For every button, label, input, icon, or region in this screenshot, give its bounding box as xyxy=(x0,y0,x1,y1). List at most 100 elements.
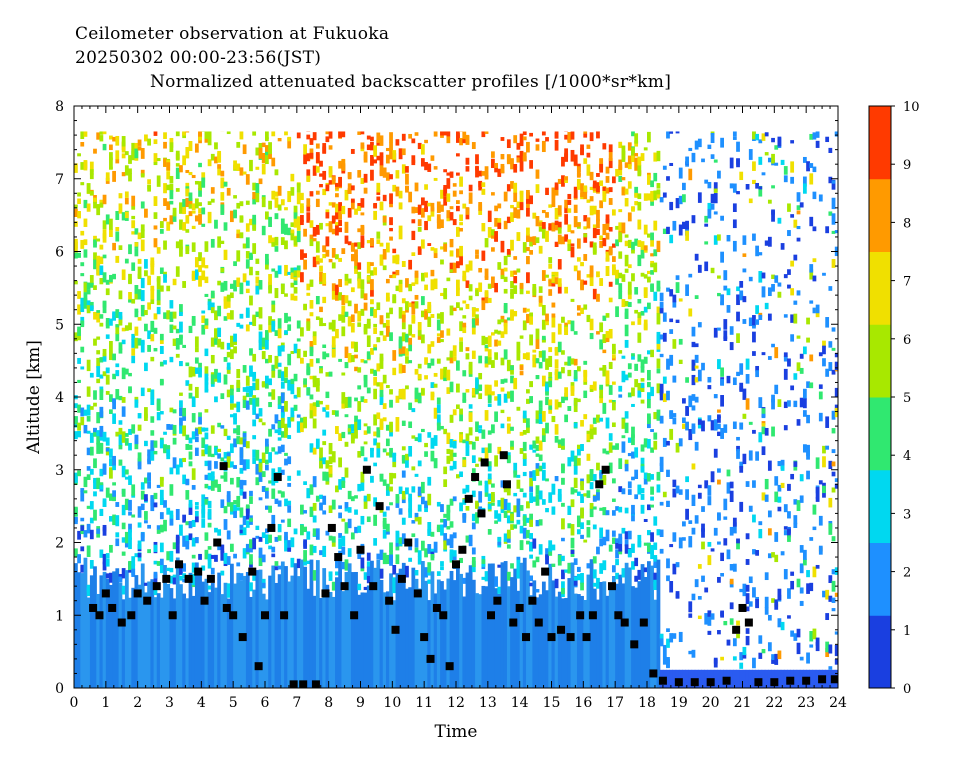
cloud-base-point xyxy=(595,480,604,489)
cloud-base-point xyxy=(582,633,591,642)
y-tick-label: 3 xyxy=(55,463,64,479)
cloud-base-point xyxy=(439,611,448,620)
cloud-base-point xyxy=(200,596,209,605)
cloud-base-point xyxy=(528,596,537,605)
cloud-base-point xyxy=(522,633,531,642)
colorbar-segment xyxy=(869,542,891,616)
y-axis-label: Altitude [km] xyxy=(24,340,44,455)
cloud-base-point xyxy=(289,680,298,688)
cloud-base-point xyxy=(222,603,231,612)
cloud-base-point xyxy=(413,589,422,598)
cloud-base-point xyxy=(534,618,543,627)
cloud-base-point xyxy=(280,611,289,620)
colorbar-tick-label: 5 xyxy=(903,391,911,406)
cloud-base-point xyxy=(706,678,715,687)
cloud-base-point xyxy=(152,582,161,591)
x-tick-label: 12 xyxy=(447,695,465,711)
cloud-base-point xyxy=(397,574,406,583)
x-tick-label: 20 xyxy=(702,695,720,711)
colorbar-segment xyxy=(869,178,891,252)
cloud-base-point xyxy=(499,451,508,460)
colorbar-tick-label: 3 xyxy=(903,507,911,522)
x-tick-label: 19 xyxy=(670,695,688,711)
cloud-base-point xyxy=(502,480,511,489)
cloud-base-point xyxy=(649,669,658,678)
colorbar-tick-label: 0 xyxy=(903,682,911,697)
y-tick-label: 5 xyxy=(55,317,64,333)
cloud-base-point xyxy=(480,458,489,467)
cloud-base-point xyxy=(420,633,429,642)
cloud-base-markers xyxy=(89,451,838,688)
cloud-base-point xyxy=(334,553,343,562)
cloud-base-point xyxy=(143,596,152,605)
x-tick-label: 15 xyxy=(543,695,561,711)
cloud-base-point xyxy=(327,523,336,532)
cloud-base-point xyxy=(299,680,308,688)
cloud-base-point xyxy=(515,603,524,612)
y-tick-label: 4 xyxy=(55,390,64,406)
colorbar-segment xyxy=(869,106,891,180)
cloud-base-point xyxy=(206,574,215,583)
cloud-base-point xyxy=(213,538,222,547)
cloud-base-point xyxy=(452,560,460,569)
cloud-base-point xyxy=(175,560,184,569)
colorbar-tick-label: 6 xyxy=(903,333,911,348)
x-tick-label: 5 xyxy=(229,695,238,711)
cloud-base-point xyxy=(744,618,753,627)
colorbar: 0 1 2 3 4 5 6 7 8 9 10 xyxy=(868,100,920,697)
y-tick-label: 2 xyxy=(55,536,64,552)
cloud-base-point xyxy=(601,465,610,474)
cloud-base-point xyxy=(576,611,585,620)
cloud-base-point xyxy=(162,574,171,583)
x-tick-label: 6 xyxy=(261,695,270,711)
cloud-base-point xyxy=(818,675,827,684)
cloud-base-point xyxy=(614,611,623,620)
cloud-base-point xyxy=(369,582,378,591)
cloud-base-point xyxy=(375,502,384,511)
chart-title: Ceilometer observation at Fukuoka xyxy=(75,24,390,44)
colorbar-tick-label: 4 xyxy=(903,449,911,464)
cloud-base-point xyxy=(95,611,104,620)
cloud-base-point xyxy=(133,589,142,598)
colorbar-tick-label: 9 xyxy=(903,158,911,173)
x-tick-label: 8 xyxy=(324,695,333,711)
cloud-base-point xyxy=(117,618,126,627)
cloud-base-point xyxy=(445,662,454,671)
colorbar-segment xyxy=(869,324,891,398)
x-tick-label: 24 xyxy=(829,695,847,711)
colorbar-tick-label: 7 xyxy=(903,275,911,290)
x-tick-label: 17 xyxy=(606,695,624,711)
cloud-base-point xyxy=(732,625,741,634)
cloud-base-point xyxy=(432,603,441,612)
cloud-base-point xyxy=(229,611,238,620)
x-tick-label: 22 xyxy=(765,695,783,711)
x-tick-label: 3 xyxy=(165,695,174,711)
y-tick-label: 0 xyxy=(55,681,64,697)
colorbar-segment xyxy=(869,251,891,325)
cloud-base-point xyxy=(754,678,763,687)
colorbar-segment xyxy=(869,615,891,689)
x-tick-label: 16 xyxy=(574,695,592,711)
cloud-base-point xyxy=(607,582,616,591)
cloud-base-point xyxy=(738,603,747,612)
cloud-base-point xyxy=(786,676,795,685)
x-tick-label: 11 xyxy=(415,695,433,711)
cloud-base-point xyxy=(219,462,228,471)
colorbar-segment xyxy=(869,469,891,543)
x-axis-label: Time xyxy=(435,722,478,742)
y-tick-label: 1 xyxy=(55,608,64,624)
cloud-base-point xyxy=(168,611,177,620)
cloud-base-point xyxy=(267,523,276,532)
cloud-base-point xyxy=(362,465,371,474)
cloud-base-point xyxy=(89,603,98,612)
backscatter-heatmap xyxy=(74,106,838,688)
cloud-base-point xyxy=(127,611,136,620)
y-tick-label: 7 xyxy=(55,172,64,188)
cloud-base-point xyxy=(566,633,575,642)
cloud-base-point xyxy=(184,574,193,583)
x-tick-label: 1 xyxy=(101,695,110,711)
x-tick-label: 21 xyxy=(734,695,752,711)
cloud-base-point xyxy=(464,494,473,503)
cloud-base-point xyxy=(620,618,629,627)
